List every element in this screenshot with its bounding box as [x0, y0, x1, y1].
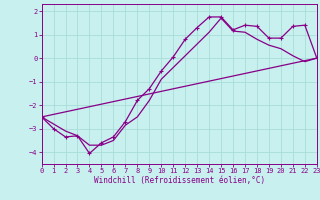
X-axis label: Windchill (Refroidissement éolien,°C): Windchill (Refroidissement éolien,°C)	[94, 176, 265, 185]
